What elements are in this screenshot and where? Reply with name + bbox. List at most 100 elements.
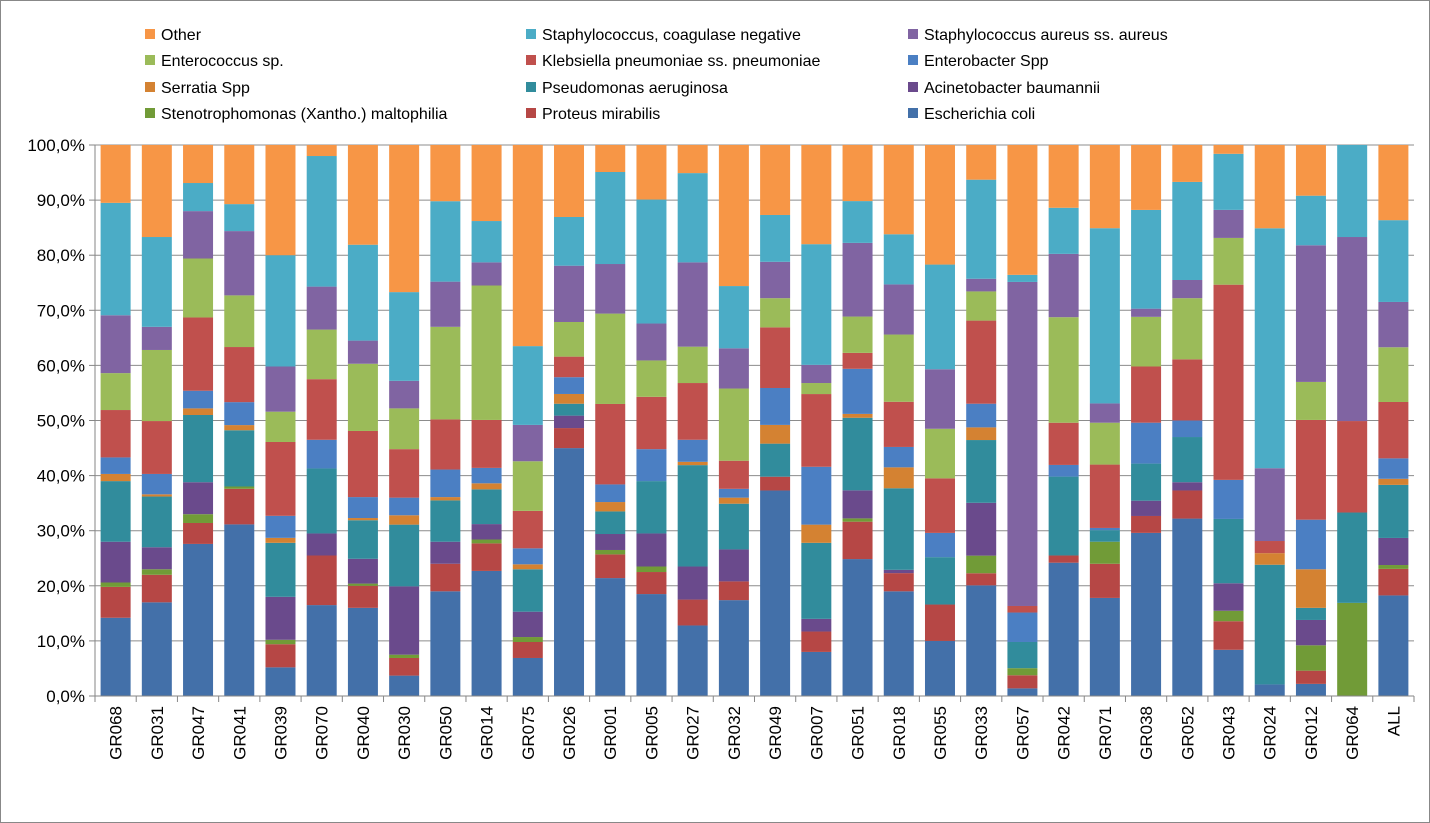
bar-segment-gr040-staphylococcus-coagulase-negative	[347, 244, 378, 341]
bar-segment-gr041-staphylococcus-aureus-ss-aureus	[224, 231, 255, 296]
bar-segment-gr024-klebsiella-pneumoniae-ss-pneumoniae	[1254, 541, 1285, 554]
bar-segment-gr050-pseudomonas-aeruginosa	[430, 500, 461, 542]
bar-segment-gr049-enterobacter-spp	[760, 387, 791, 425]
bar-segment-gr012-pseudomonas-aeruginosa	[1295, 607, 1326, 620]
legend-swatch	[526, 108, 536, 118]
bar-segment-gr050-staphylococcus-coagulase-negative	[430, 201, 461, 282]
bar-segment-gr068-enterobacter-spp	[100, 457, 131, 474]
bar-segment-gr043-escherichia-coli	[1213, 649, 1244, 696]
bar-segment-gr012-stenotrophomonas-xantho-maltophilia	[1295, 645, 1326, 671]
bar-segment-all-pseudomonas-aeruginosa	[1378, 484, 1409, 538]
bar-segment-gr005-staphylococcus-coagulase-negative	[636, 199, 667, 324]
legend-item-serratia-spp: Serratia Spp	[145, 80, 250, 97]
bar-segment-gr005-other	[636, 145, 667, 200]
bar-segment-gr001-serratia-spp	[595, 502, 626, 512]
bars	[100, 145, 1409, 696]
bar-segment-gr018-enterobacter-spp	[883, 446, 914, 468]
legend-item-enterobacter-spp: Enterobacter Spp	[908, 53, 1049, 70]
bar-segment-gr050-proteus-mirabilis	[430, 563, 461, 592]
bar-segment-gr057-other	[1007, 145, 1038, 275]
y-tick-label: 70,0%	[37, 301, 85, 320]
bar-segment-gr007-other	[801, 145, 832, 245]
y-tick-label: 50,0%	[37, 412, 85, 431]
bar-segment-gr027-acinetobacter-baumannii	[677, 566, 708, 600]
bar-segment-gr041-pseudomonas-aeruginosa	[224, 430, 255, 487]
legend-swatch	[908, 55, 918, 65]
bar-segment-gr001-stenotrophomonas-xantho-maltophilia	[595, 549, 626, 555]
bar-segment-gr071-escherichia-coli	[1089, 597, 1120, 696]
bar-segment-gr043-other	[1213, 145, 1244, 154]
bar-segment-gr038-klebsiella-pneumoniae-ss-pneumoniae	[1131, 366, 1162, 423]
bar-segment-gr070-pseudomonas-aeruginosa	[306, 468, 337, 534]
legend-item-stenotrophomonas-xantho-maltophilia: Stenotrophomonas (Xantho.) maltophilia	[145, 106, 447, 123]
bar-segment-gr038-staphylococcus-aureus-ss-aureus	[1131, 308, 1162, 317]
bar-segment-gr075-enterococcus-sp	[512, 461, 543, 511]
bar-segment-all-stenotrophomonas-xantho-maltophilia	[1378, 565, 1409, 569]
bar-segment-gr024-staphylococcus-aureus-ss-aureus	[1254, 468, 1285, 542]
legend-item-acinetobacter-baumannii: Acinetobacter baumannii	[908, 80, 1100, 97]
bar-segment-gr052-pseudomonas-aeruginosa	[1172, 437, 1203, 483]
bar-segment-gr033-proteus-mirabilis	[966, 573, 997, 586]
bar-segment-gr014-escherichia-coli	[471, 570, 502, 696]
bar-segment-gr031-escherichia-coli	[141, 602, 172, 696]
bar-segment-gr033-acinetobacter-baumannii	[966, 502, 997, 556]
bar-segment-all-staphylococcus-aureus-ss-aureus	[1378, 301, 1409, 348]
bar-segment-gr075-stenotrophomonas-xantho-maltophilia	[512, 637, 543, 643]
bar-segment-gr014-serratia-spp	[471, 483, 502, 490]
bar-segment-gr055-enterobacter-spp	[924, 532, 955, 558]
bar-segment-gr042-other	[1048, 145, 1079, 208]
bar-segment-gr005-klebsiella-pneumoniae-ss-pneumoniae	[636, 396, 667, 450]
legend-label: Enterococcus sp.	[161, 53, 284, 70]
x-tick-label: GR032	[725, 706, 744, 760]
bar-segment-gr007-serratia-spp	[801, 524, 832, 543]
bar-segment-gr032-acinetobacter-baumannii	[718, 549, 749, 582]
bar-segment-gr064-klebsiella-pneumoniae-ss-pneumoniae	[1337, 421, 1368, 513]
y-tick-label: 0,0%	[46, 687, 85, 706]
bar-segment-gr042-pseudomonas-aeruginosa	[1048, 476, 1079, 556]
bar-segment-gr026-serratia-spp	[554, 393, 585, 404]
bar-segment-gr071-other	[1089, 145, 1120, 229]
x-tick-label: GR038	[1137, 706, 1156, 760]
bar-segment-gr027-other	[677, 145, 708, 174]
bar-segment-gr049-staphylococcus-aureus-ss-aureus	[760, 261, 791, 299]
bar-segment-gr051-proteus-mirabilis	[842, 521, 873, 560]
bar-segment-gr007-enterobacter-spp	[801, 466, 832, 525]
legend-item-escherichia-coli: Escherichia coli	[908, 106, 1035, 123]
bar-segment-gr012-other	[1295, 145, 1326, 196]
y-tick-label: 100,0%	[27, 136, 85, 155]
bar-segment-gr030-staphylococcus-coagulase-negative	[389, 292, 420, 381]
legend-swatch	[908, 82, 918, 92]
bar-segment-gr014-pseudomonas-aeruginosa	[471, 489, 502, 525]
bar-segment-gr030-enterobacter-spp	[389, 497, 420, 516]
bar-segment-gr040-acinetobacter-baumannii	[347, 558, 378, 584]
bar-segment-gr057-escherichia-coli	[1007, 688, 1038, 696]
bar-segment-gr071-stenotrophomonas-xantho-maltophilia	[1089, 541, 1120, 564]
y-tick-label: 60,0%	[37, 356, 85, 375]
bar-segment-all-enterococcus-sp	[1378, 347, 1409, 402]
bar-segment-gr007-enterococcus-sp	[801, 383, 832, 395]
bar-segment-gr005-acinetobacter-baumannii	[636, 533, 667, 567]
y-tick-label: 10,0%	[37, 632, 85, 651]
bar-segment-all-other	[1378, 145, 1409, 221]
bar-segment-gr047-pseudomonas-aeruginosa	[183, 414, 214, 483]
x-tick-label: GR071	[1096, 706, 1115, 760]
bar-segment-gr041-enterobacter-spp	[224, 402, 255, 426]
bar-segment-gr043-enterobacter-spp	[1213, 479, 1244, 519]
bar-segment-gr026-enterococcus-sp	[554, 321, 585, 357]
bar-segment-gr071-staphylococcus-aureus-ss-aureus	[1089, 403, 1120, 423]
x-tick-labels: GR068 GR031 GR047 GR041 GR039 GR070 GR040 GR030…	[107, 706, 1404, 760]
bar-segment-gr026-klebsiella-pneumoniae-ss-pneumoniae	[554, 356, 585, 378]
bar-segment-gr040-escherichia-coli	[347, 607, 378, 696]
bar-segment-gr042-enterococcus-sp	[1048, 317, 1079, 423]
bar-segment-gr032-staphylococcus-coagulase-negative	[718, 286, 749, 349]
bar-segment-gr032-serratia-spp	[718, 497, 749, 504]
bar-segment-gr051-pseudomonas-aeruginosa	[842, 417, 873, 491]
legend-item-proteus-mirabilis: Proteus mirabilis	[526, 106, 660, 123]
bar-segment-gr051-enterococcus-sp	[842, 316, 873, 353]
bar-segment-gr038-acinetobacter-baumannii	[1131, 500, 1162, 516]
bar-segment-gr038-enterococcus-sp	[1131, 316, 1162, 367]
x-tick-label: GR051	[849, 706, 868, 760]
legend-item-staphylococcus-coagulase-negative: Staphylococcus, coagulase negative	[526, 27, 801, 44]
bar-segment-gr057-klebsiella-pneumoniae-ss-pneumoniae	[1007, 605, 1038, 613]
bar-segment-gr018-proteus-mirabilis	[883, 573, 914, 592]
